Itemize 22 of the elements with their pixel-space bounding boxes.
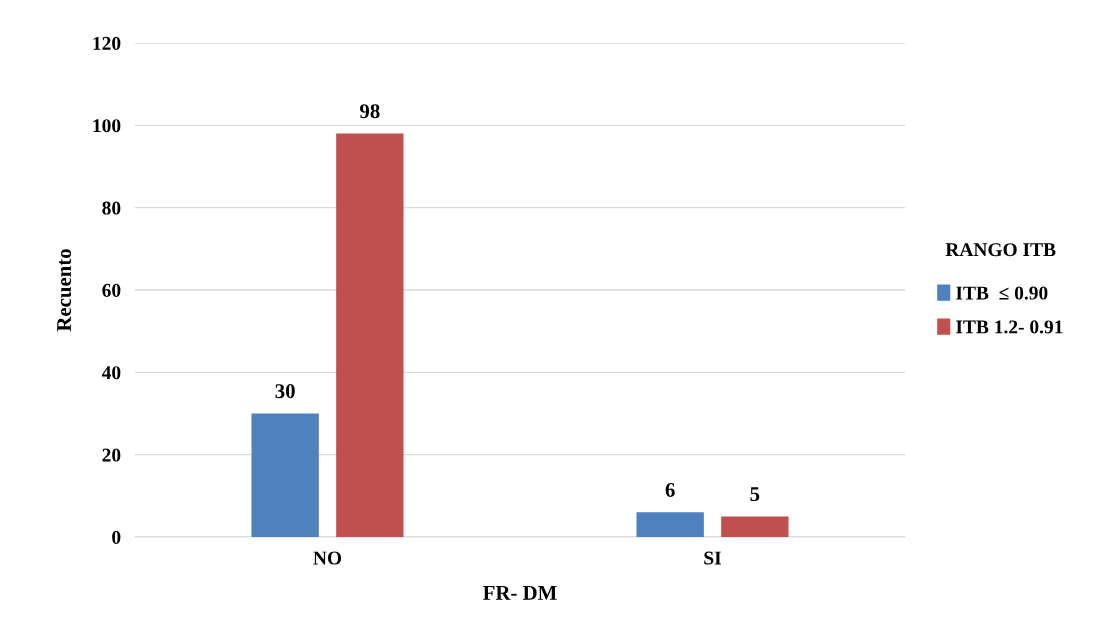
x-axis-title: FR- DM	[483, 586, 557, 600]
bar	[336, 133, 404, 537]
data-label: 6	[665, 482, 675, 497]
x-tick-label: NO	[313, 551, 342, 565]
bar	[721, 516, 789, 537]
y-tick-label: 120	[93, 36, 121, 50]
legend-label: ITB 1.2- 0.91	[956, 320, 1063, 334]
legend-title: RANGO ITB	[945, 243, 1056, 257]
y-tick-label: 40	[101, 366, 121, 380]
data-label: 98	[360, 104, 380, 119]
data-label: 30	[275, 384, 295, 399]
y-axis-title: Recuento	[57, 249, 72, 332]
legend-label: ITB ≤ 0.90	[956, 286, 1048, 300]
x-tick-label: SI	[704, 551, 722, 565]
y-tick-label: 60	[102, 283, 121, 297]
data-label: 5	[750, 487, 760, 502]
y-tick-label: 20	[102, 448, 121, 462]
y-tick-label: 80	[102, 201, 121, 215]
y-tick-label: 0	[112, 530, 121, 544]
bar	[251, 413, 319, 537]
y-tick-label: 100	[93, 119, 121, 133]
bar	[636, 512, 704, 537]
